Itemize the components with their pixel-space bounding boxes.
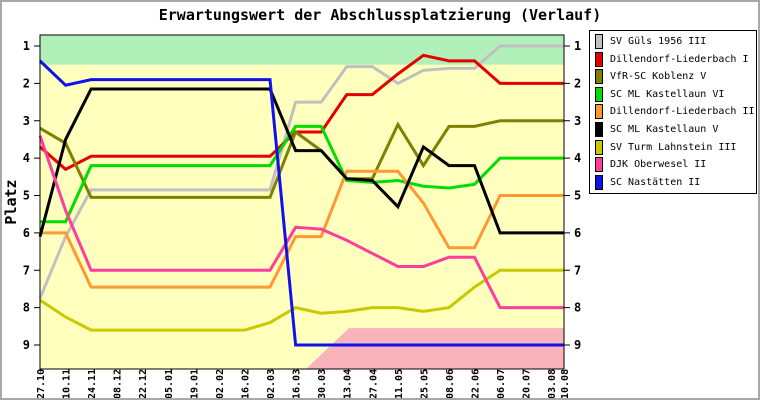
x-tick-label: 22.06 [471, 369, 482, 399]
series-line-9 [38, 59, 564, 347]
y-tick-label-left: 5 [23, 189, 30, 203]
x-tick-label: 22.12 [138, 369, 149, 399]
legend-label: SC Nastätten II [610, 176, 701, 188]
legend-item-5: Dillendorf-Liederbach II [595, 103, 756, 120]
legend-swatch [595, 174, 603, 190]
legend-swatch [595, 51, 603, 67]
y-tick-label-right: 2 [574, 76, 581, 90]
legend-label: VfR-SC Koblenz V [610, 71, 707, 83]
y-tick-label-left: 2 [23, 76, 30, 90]
chart-title: Erwartungswert der Abschlussplatzierung … [158, 6, 602, 24]
legend-swatch [595, 157, 603, 173]
y-tick-label-left: 8 [23, 301, 30, 315]
x-tick-label: 27.10 [36, 369, 47, 399]
series-line-4 [40, 124, 564, 224]
y-tick-label-left: 1 [23, 39, 30, 53]
series-line-3 [39, 119, 564, 199]
x-tick-label: 08.12 [113, 369, 124, 399]
y-tick-label-left: 7 [23, 263, 30, 277]
y-tick-label-right: 1 [574, 39, 581, 53]
legend-label: DJK Oberwesel II [610, 159, 707, 171]
legend-item-4: SC ML Kastellaun VI [595, 86, 756, 103]
y-tick-label-right: 6 [574, 226, 581, 240]
series-line-5 [40, 169, 564, 289]
series-line-2 [39, 53, 564, 172]
y-tick-label-right: 9 [574, 338, 581, 352]
legend-label: Dillendorf-Liederbach II [610, 106, 755, 118]
x-tick-label: 10.11 [62, 369, 73, 399]
series-line-7 [39, 268, 564, 332]
x-tick-label: 05.01 [164, 369, 175, 399]
y-tick-label-right: 5 [574, 189, 581, 203]
legend-label: SV Güls 1956 III [610, 36, 707, 48]
series-line-8 [38, 135, 564, 310]
x-tick-label: 20.07 [522, 369, 533, 399]
legend-swatch [595, 86, 603, 102]
legend-swatch [595, 69, 603, 85]
x-tick-label: 16.03 [292, 369, 303, 399]
legend-label: SC ML Kastellaun VI [610, 88, 725, 100]
top-green-zone [40, 35, 564, 65]
x-tick-label: 16.02 [240, 369, 251, 399]
x-tick-label: 13.04 [343, 369, 354, 399]
legend-label: Dillendorf-Liederbach I [610, 53, 749, 65]
y-tick-label-left: 6 [23, 226, 30, 240]
legend-swatch [595, 122, 603, 137]
x-tick-label: 25.05 [419, 369, 430, 399]
x-tick-label: 27.04 [368, 369, 379, 399]
legend-item-1: SV Güls 1956 III [595, 33, 756, 50]
legend-item-6: SC ML Kastellaun V [595, 121, 756, 138]
legend-swatch [595, 34, 603, 50]
y-tick-label-left: 9 [23, 338, 30, 352]
legend-label: SV Turm Lahnstein III [610, 141, 737, 153]
x-tick-label: 02.03 [266, 369, 277, 399]
legend: SV Güls 1956 III Dillendorf-Liederbach I V… [589, 30, 757, 194]
legend-item-9: SC Nastätten II [595, 174, 756, 191]
y-tick-label-left: 4 [23, 151, 30, 165]
x-tick-label: 24.11 [87, 369, 98, 399]
x-tick-label: 10.08 [560, 369, 571, 399]
x-tick-label: 30.03 [317, 369, 328, 399]
x-tick-label: 08.06 [445, 369, 456, 399]
legend-item-3: VfR-SC Koblenz V [595, 68, 756, 85]
series-line-1 [38, 44, 564, 299]
series-line-6 [38, 87, 564, 237]
bottom-pink-zone [306, 328, 564, 369]
legend-item-7: SV Turm Lahnstein III [595, 139, 756, 156]
y-tick-label-right: 8 [574, 301, 581, 315]
x-tick-label: 06.07 [496, 369, 507, 399]
y-tick-label-right: 3 [574, 114, 581, 128]
legend-item-2: Dillendorf-Liederbach I [595, 51, 756, 68]
plot-area [40, 35, 564, 369]
y-tick-label-right: 7 [574, 263, 581, 277]
y-tick-label-left: 3 [23, 114, 30, 128]
legend-label: SC ML Kastellaun V [610, 124, 719, 135]
legend-swatch [595, 104, 603, 120]
plot-border [39, 34, 565, 370]
y-tick-label-right: 4 [574, 151, 581, 165]
legend-item-8: DJK Oberwesel II [595, 156, 756, 173]
y-axis-title: Platz [2, 179, 20, 224]
x-tick-label: 03.08 [547, 369, 558, 399]
x-tick-label: 11.05 [394, 369, 405, 399]
x-tick-label: 02.02 [215, 369, 226, 399]
x-tick-label: 19.01 [189, 369, 200, 399]
legend-swatch [595, 139, 603, 155]
